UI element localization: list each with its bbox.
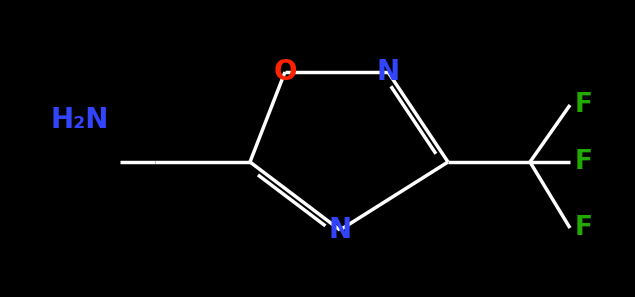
Text: F: F	[575, 149, 593, 175]
Text: O: O	[273, 58, 297, 86]
Text: F: F	[575, 215, 593, 241]
Text: N: N	[328, 216, 352, 244]
Text: N: N	[377, 58, 399, 86]
Text: F: F	[575, 92, 593, 118]
Text: H₂N: H₂N	[51, 106, 109, 134]
